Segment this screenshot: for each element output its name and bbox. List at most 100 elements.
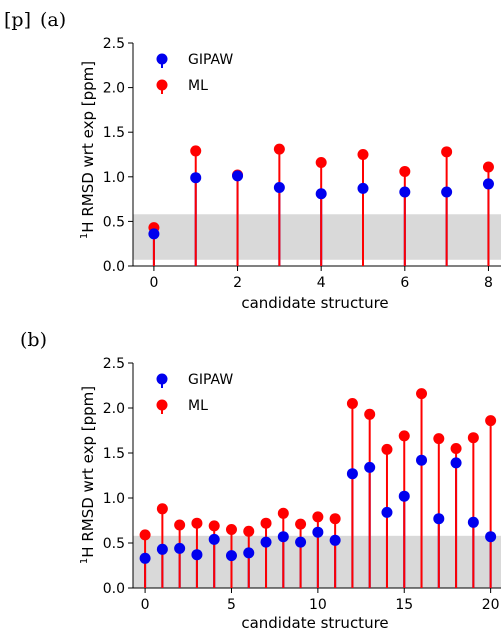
gipaw-point [225,550,237,562]
gipaw-point [295,536,307,548]
legend-ml-marker [156,79,168,91]
y-tick-label: 2.0 [103,81,125,97]
panel-a: (a) 0.0 0.5 1.0 1.5 2.0 2.5 0 2 4 6 8 candidate st… [40,9,501,312]
ml-point [295,518,307,530]
ml-point [208,520,220,532]
ml-point [174,519,186,531]
gipaw-point [191,549,203,561]
ml-point [364,408,376,420]
ml-point [329,513,341,525]
ml-point [191,517,203,529]
x-tick-label: 2 [233,275,242,291]
y-tick-label: 0.5 [103,214,125,230]
gipaw-point [433,513,445,525]
gipaw-point [273,182,285,194]
y-tick-label: 2.0 [103,401,125,417]
y-tick-label: 1.0 [103,170,125,186]
y-tick-label: 2.5 [103,356,125,372]
x-tick-label: 5 [227,597,236,613]
y-tick-label: 0.5 [103,536,125,552]
y-axis-label-superscript: 1 [79,233,90,239]
gipaw-point [416,454,428,466]
gipaw-point [485,531,497,543]
legend-ml-label: ML [188,78,208,94]
x-tick-label: 6 [400,275,409,291]
x-tick-label: 20 [482,597,500,613]
figure-prefix: [p] [4,9,31,31]
x-tick-label: 8 [484,275,493,291]
gipaw-point [312,526,324,538]
ml-point [467,432,479,444]
legend: GIPAW ML [156,52,233,94]
legend-gipaw-label: GIPAW [188,372,233,388]
reference-band [133,214,501,260]
gipaw-point [482,178,494,190]
gipaw-point [357,182,369,194]
ml-point [482,161,494,173]
gipaw-point [315,188,327,200]
gipaw-point [232,170,244,182]
y-tick-label: 1.5 [103,125,125,141]
ml-point [346,398,358,409]
x-axis-label: candidate structure [241,614,388,632]
x-tick-label: 15 [395,597,413,613]
legend-ml-marker [156,399,168,411]
x-tick-label: 0 [149,275,158,291]
gipaw-point [398,490,410,502]
gipaw-point [148,228,160,240]
ml-point [315,157,327,169]
ml-point [433,433,445,445]
ml-point [190,145,202,157]
gipaw-point [329,534,341,546]
y-axis-label-text: H RMSD wrt exp [ppm] [79,61,97,233]
y-tick-label: 0.0 [103,581,125,597]
ml-point [485,415,497,427]
ml-point [450,443,462,454]
gipaw-point [190,172,202,184]
gipaw-point [139,552,151,564]
legend-ml-label: ML [188,398,208,414]
legend-gipaw-marker [156,53,168,65]
ml-point [399,165,411,177]
ml-point [416,388,428,400]
gipaw-point [174,542,186,554]
legend-gipaw-marker [156,373,168,385]
y-axis-label: 1H RMSD wrt exp [ppm] [79,61,97,239]
ml-point [243,525,255,537]
x-tick-label: 10 [309,597,327,613]
panel-label: (b) [20,329,47,351]
ml-point [156,503,168,515]
gipaw-point [208,533,220,545]
y-axis-label-text: H RMSD wrt exp [ppm] [79,386,97,558]
gipaw-point [450,457,462,469]
ml-point [225,524,237,535]
gipaw-point [243,547,255,559]
y-axis-label-superscript: 1 [79,558,90,564]
gipaw-point [277,531,289,543]
plot-area: 0.0 0.5 1.0 1.5 2.0 2.5 0 5 10 15 20 [103,356,501,613]
ml-point [441,146,453,158]
y-tick-label: 2.5 [103,36,125,52]
ml-point [139,529,151,541]
x-tick-label: 4 [317,275,326,291]
gipaw-point [364,461,376,473]
gipaw-point [467,516,479,528]
ml-point [277,507,289,519]
gipaw-point [381,506,393,518]
x-axis-label: candidate structure [241,294,388,312]
y-axis-label: 1H RMSD wrt exp [ppm] [79,386,97,564]
legend: GIPAW ML [156,372,233,414]
x-tick-label: 0 [141,597,150,613]
ml-point [398,430,410,442]
gipaw-point [156,543,168,555]
plot-area: 0.0 0.5 1.0 1.5 2.0 2.5 0 2 4 6 8 [103,36,501,291]
gipaw-point [399,186,411,198]
y-tick-label: 1.0 [103,491,125,507]
panel-label: (a) [40,9,66,31]
gipaw-point [260,536,272,548]
panel-b: (b) 0.0 0.5 1.0 1.5 2.0 2.5 0 5 10 15 20 candidate… [20,329,501,632]
ml-point [381,443,393,455]
y-tick-label: 0.0 [103,259,125,275]
legend-gipaw-label: GIPAW [188,52,233,68]
